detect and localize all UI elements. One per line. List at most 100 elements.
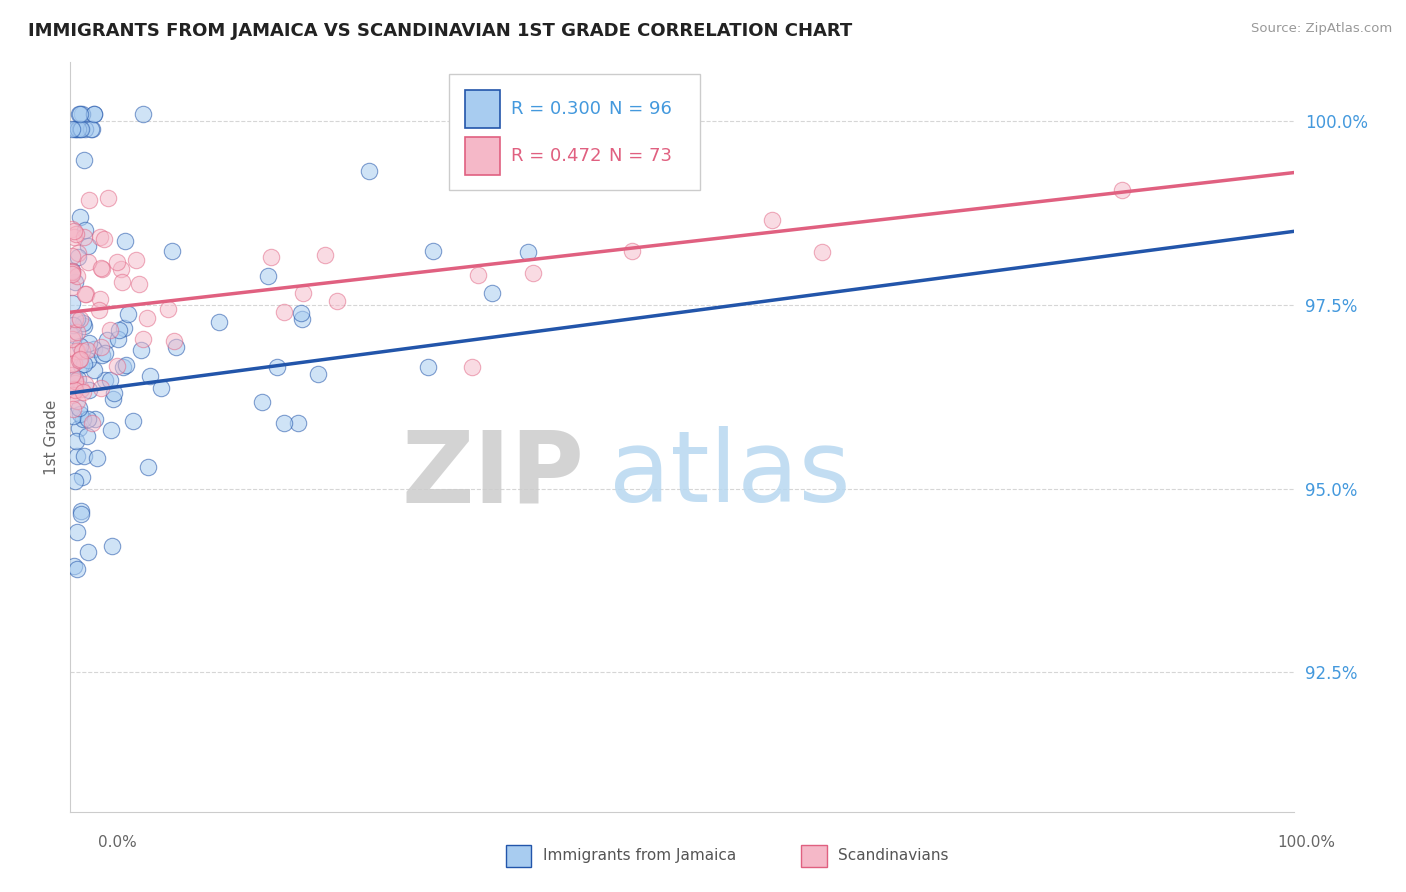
Point xyxy=(69,504,91,518)
Point xyxy=(62,224,84,238)
Point xyxy=(62,409,84,424)
Point xyxy=(761,212,783,227)
Text: N = 96: N = 96 xyxy=(609,100,672,118)
Point xyxy=(75,286,97,301)
Point xyxy=(72,384,94,399)
Bar xyxy=(465,90,499,128)
Point xyxy=(149,381,172,395)
Point xyxy=(89,292,111,306)
Point xyxy=(66,268,89,283)
Point xyxy=(60,264,83,278)
Point xyxy=(83,107,105,121)
Point xyxy=(273,304,295,318)
Text: Immigrants from Jamaica: Immigrants from Jamaica xyxy=(543,848,735,863)
Point xyxy=(103,385,125,400)
Point xyxy=(103,392,125,406)
Point xyxy=(66,250,89,264)
Point xyxy=(72,411,94,425)
Point xyxy=(73,222,96,236)
Point xyxy=(73,449,96,463)
Point xyxy=(63,312,86,326)
Text: 100.0%: 100.0% xyxy=(1278,836,1336,850)
Point xyxy=(481,286,503,301)
Point xyxy=(273,416,295,430)
Point xyxy=(307,367,329,381)
Point xyxy=(77,255,100,269)
Point xyxy=(62,326,84,340)
Point xyxy=(73,287,96,301)
Point xyxy=(65,121,87,136)
Point xyxy=(90,261,112,276)
Point xyxy=(69,339,91,353)
Point xyxy=(260,251,283,265)
Point xyxy=(73,357,96,371)
Point xyxy=(75,376,97,391)
Point xyxy=(67,107,90,121)
Point xyxy=(66,449,89,463)
Point xyxy=(69,311,91,326)
Point xyxy=(76,343,98,357)
Point xyxy=(287,416,309,430)
Point xyxy=(291,285,314,300)
Point xyxy=(83,412,105,426)
Point xyxy=(65,475,87,489)
Point xyxy=(60,265,83,279)
Point xyxy=(107,332,129,346)
Point xyxy=(101,539,124,553)
Point xyxy=(77,383,100,397)
Point xyxy=(70,508,93,522)
Point xyxy=(63,275,86,289)
Point xyxy=(129,343,152,357)
Point xyxy=(136,460,159,475)
Point xyxy=(132,107,155,121)
Point xyxy=(416,360,439,375)
Point xyxy=(516,244,538,259)
Point xyxy=(72,230,94,244)
Point xyxy=(66,312,89,326)
Point xyxy=(83,363,105,377)
Point xyxy=(76,429,98,443)
Point xyxy=(60,280,83,294)
Point xyxy=(326,293,349,308)
Text: N = 73: N = 73 xyxy=(609,147,672,165)
Point xyxy=(112,359,135,374)
Point xyxy=(72,107,94,121)
Point xyxy=(122,414,145,428)
Point xyxy=(69,121,91,136)
Point xyxy=(94,373,117,387)
Text: ZIP: ZIP xyxy=(401,426,583,523)
Point xyxy=(60,222,83,236)
Point xyxy=(60,264,83,278)
Point xyxy=(69,352,91,367)
Point xyxy=(467,268,489,282)
Point xyxy=(67,372,90,386)
Point xyxy=(66,121,89,136)
Point xyxy=(97,191,120,205)
Point xyxy=(93,232,115,246)
Point xyxy=(1111,182,1133,196)
Point xyxy=(60,121,83,136)
Point xyxy=(162,334,184,348)
Point xyxy=(76,352,98,367)
Point xyxy=(69,382,91,396)
Point xyxy=(65,343,87,358)
Point xyxy=(100,423,122,437)
Point xyxy=(91,262,114,277)
Point xyxy=(207,315,229,329)
Point xyxy=(62,318,84,333)
Point xyxy=(66,343,89,358)
Point xyxy=(69,211,91,225)
Text: Source: ZipAtlas.com: Source: ZipAtlas.com xyxy=(1251,22,1392,36)
Point xyxy=(66,393,89,408)
Point xyxy=(67,246,90,260)
Point xyxy=(80,121,103,136)
Point xyxy=(63,376,86,390)
Point xyxy=(105,254,128,268)
Point xyxy=(77,412,100,426)
Point xyxy=(461,360,484,375)
Point xyxy=(60,388,83,402)
Point xyxy=(115,358,138,372)
Y-axis label: 1st Grade: 1st Grade xyxy=(44,400,59,475)
Point xyxy=(547,113,569,128)
Point xyxy=(63,121,86,136)
